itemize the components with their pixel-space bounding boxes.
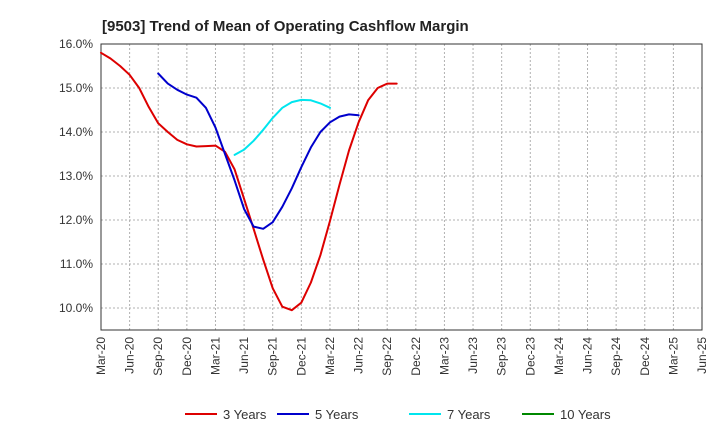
plot-area <box>100 43 703 331</box>
x-tick-label: Dec-22 <box>409 337 423 376</box>
x-tick-label: Sep-22 <box>380 337 394 376</box>
chart-title: [9503] Trend of Mean of Operating Cashfl… <box>102 18 469 35</box>
series-line-7-years <box>233 98 331 156</box>
y-tick-label: 16.0% <box>59 37 93 51</box>
y-tick-label: 14.0% <box>59 125 93 139</box>
x-tick-label: Jun-20 <box>123 337 137 374</box>
x-tick-label: Jun-21 <box>237 337 251 374</box>
x-tick-label: Sep-20 <box>151 337 165 376</box>
x-tick-label: Mar-20 <box>94 337 108 375</box>
x-tick-label: Dec-23 <box>523 337 537 376</box>
x-tick-label: Jun-22 <box>352 337 366 374</box>
y-tick-label: 10.0% <box>59 301 93 315</box>
series-line-5-years <box>157 72 360 230</box>
x-axis-ticks: Mar-20 Jun-20 Sep-20 Dec-20 Mar-21 Jun-21 Sep-… <box>94 337 709 376</box>
legend-label: 10 Years <box>560 407 611 422</box>
x-tick-label: Sep-21 <box>266 337 280 376</box>
x-tick-label: Dec-21 <box>294 337 308 376</box>
x-tick-label: Sep-24 <box>609 337 623 376</box>
y-tick-label: 13.0% <box>59 169 93 183</box>
x-tick-label: Mar-23 <box>437 337 451 375</box>
x-tick-label: Jun-24 <box>581 337 595 374</box>
x-tick-label: Mar-21 <box>208 337 222 375</box>
x-tick-label: Jun-23 <box>466 337 480 374</box>
y-axis-ticks: 10.0% 11.0% 12.0% 13.0% 14.0% 15.0% 16.0% <box>59 37 93 315</box>
y-tick-label: 11.0% <box>60 257 93 271</box>
series-lines <box>100 51 398 312</box>
x-tick-label: Mar-22 <box>323 337 337 375</box>
y-tick-label: 12.0% <box>59 213 93 227</box>
x-tick-label: Sep-23 <box>495 337 509 376</box>
legend-label: 3 Years <box>223 407 267 422</box>
series-line-3-years <box>100 51 398 312</box>
y-tick-label: 15.0% <box>59 81 93 95</box>
x-tick-label: Dec-20 <box>180 337 194 376</box>
legend-label: 7 Years <box>447 407 491 422</box>
x-tick-label: Dec-24 <box>638 337 652 376</box>
legend: 3 Years 5 Years 7 Years 10 Years <box>185 407 611 422</box>
grid-lines <box>100 43 703 330</box>
x-tick-label: Mar-25 <box>666 337 680 375</box>
x-tick-label: Mar-24 <box>552 337 566 375</box>
x-tick-label: Jun-25 <box>695 337 709 374</box>
legend-label: 5 Years <box>315 407 359 422</box>
